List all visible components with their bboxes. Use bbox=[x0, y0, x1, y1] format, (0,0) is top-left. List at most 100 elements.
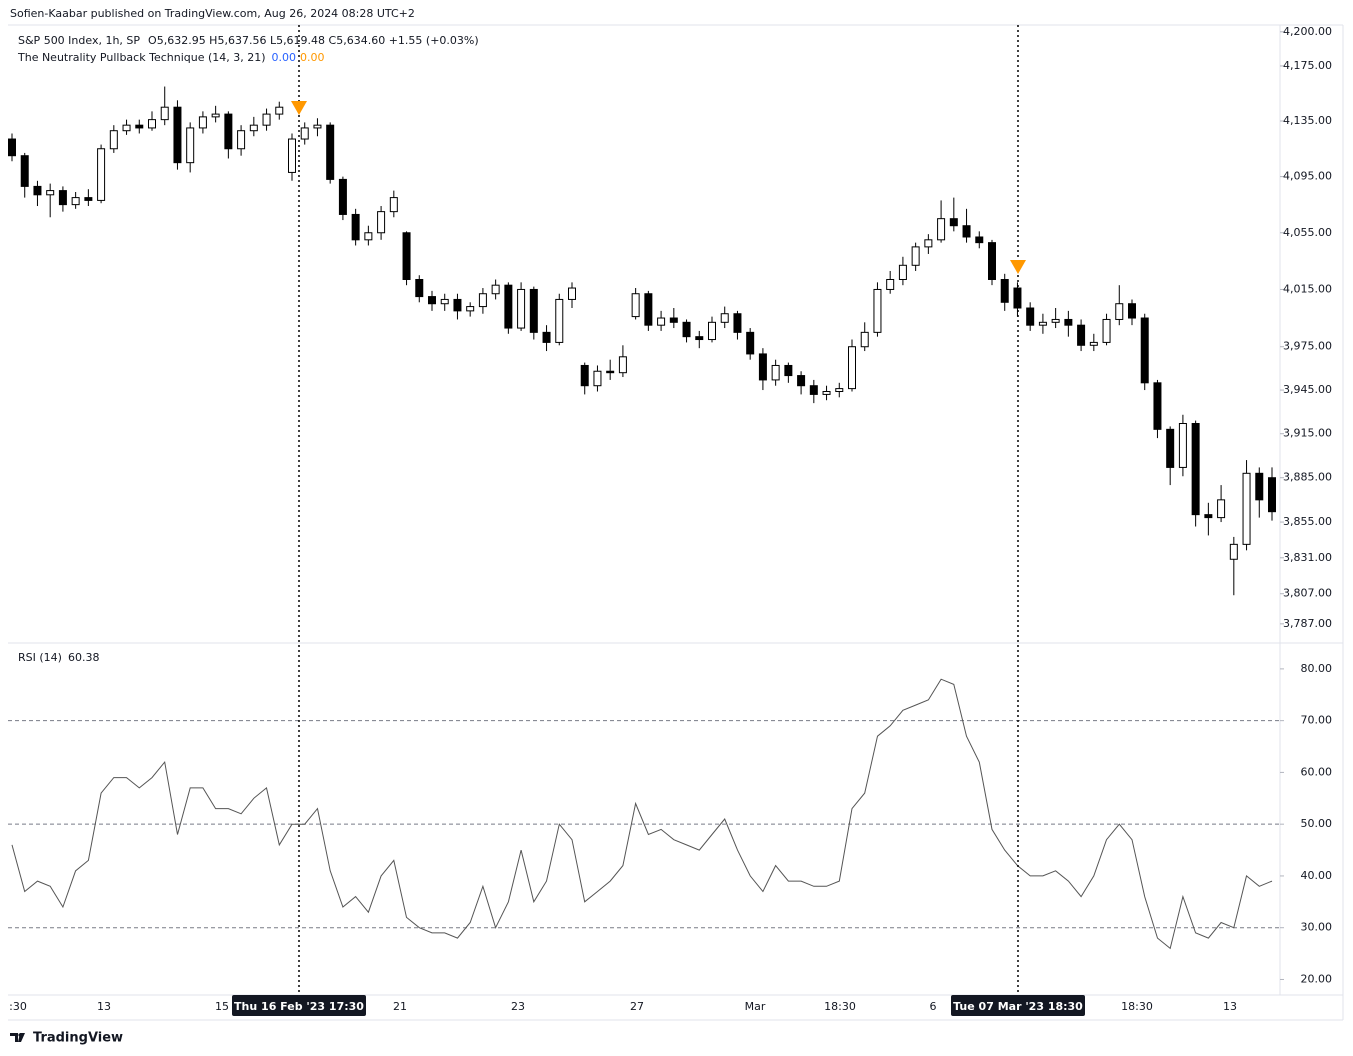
indicator-name: The Neutrality Pullback Technique (14, 3… bbox=[17, 51, 266, 64]
candle-body bbox=[466, 306, 475, 312]
candle-body bbox=[669, 317, 678, 323]
x-tick-label: :30 bbox=[9, 1000, 27, 1013]
candle-body bbox=[1089, 341, 1098, 346]
legend-symbol: S&P 500 Index, 1h, SP O5,632.95 H5,637.56… bbox=[18, 34, 479, 47]
candle-body bbox=[618, 356, 627, 374]
candle-body bbox=[962, 225, 971, 238]
candle-body bbox=[695, 336, 704, 341]
candle-body bbox=[1038, 321, 1047, 326]
candle-body bbox=[262, 113, 271, 126]
candle-body bbox=[326, 124, 335, 180]
candle-body bbox=[20, 155, 29, 187]
candle-body bbox=[873, 288, 882, 333]
candle-body bbox=[389, 197, 398, 213]
candle-body bbox=[1102, 318, 1111, 343]
candle-body bbox=[8, 138, 16, 157]
candle-body bbox=[224, 113, 233, 150]
y-tick-label: 3,855.00 bbox=[1283, 515, 1332, 528]
candle-body bbox=[46, 190, 55, 196]
candle-body bbox=[338, 178, 347, 215]
candle-body bbox=[186, 127, 195, 164]
candle-body bbox=[402, 232, 411, 280]
candle-body bbox=[109, 130, 118, 150]
candle-body bbox=[733, 313, 742, 333]
candle-body bbox=[33, 185, 42, 196]
candle-body bbox=[580, 364, 589, 387]
rsi-line bbox=[11, 678, 1273, 950]
y-tick-label: 50.00 bbox=[1301, 817, 1333, 830]
candle-body bbox=[911, 246, 920, 266]
candle-body bbox=[809, 385, 818, 395]
candle-body bbox=[1026, 307, 1035, 326]
candle-body bbox=[529, 288, 538, 333]
x-tick-label: 27 bbox=[630, 1000, 644, 1013]
x-tick-label: 23 bbox=[511, 1000, 525, 1013]
y-tick-label: 4,015.00 bbox=[1283, 282, 1332, 295]
candle-body bbox=[351, 213, 360, 241]
candle-body bbox=[1204, 514, 1213, 519]
y-tick-label: 3,885.00 bbox=[1283, 471, 1332, 484]
candle-body bbox=[58, 190, 67, 206]
candle-body bbox=[1229, 543, 1238, 560]
candle-body bbox=[1128, 303, 1136, 319]
logo-dot bbox=[18, 1033, 22, 1037]
candle-body bbox=[97, 148, 106, 201]
y-tick-label: 3,831.00 bbox=[1283, 551, 1332, 564]
candle-body bbox=[275, 106, 284, 115]
x-tick-label: Mar bbox=[745, 1000, 766, 1013]
candle-body bbox=[415, 278, 424, 298]
candle-body bbox=[237, 130, 246, 150]
y-tick-label: 20.00 bbox=[1301, 972, 1333, 985]
crosshair-label-box bbox=[232, 995, 366, 1016]
candle-body bbox=[644, 293, 653, 326]
candle-body bbox=[1153, 382, 1162, 430]
y-tick-label: 4,055.00 bbox=[1283, 226, 1332, 239]
candle-body bbox=[135, 124, 144, 129]
x-tick-label: 21 bbox=[393, 1000, 407, 1013]
indicator-value: 0.00 bbox=[272, 51, 297, 64]
symbol: S&P 500 Index, 1h, SP bbox=[18, 34, 140, 47]
y-tick-label: 4,135.00 bbox=[1283, 114, 1332, 127]
candle-body bbox=[249, 124, 258, 132]
candle-body bbox=[937, 218, 946, 241]
y-tick-label: 4,095.00 bbox=[1283, 170, 1332, 183]
candle-body bbox=[1013, 287, 1022, 309]
candle-body bbox=[822, 391, 831, 395]
candle-body bbox=[606, 370, 615, 374]
crosshair-label: Tue 07 Mar '23 18:30 bbox=[953, 1000, 1083, 1013]
rsi-value: 60.38 bbox=[68, 651, 100, 664]
candle-body bbox=[364, 232, 373, 241]
candle-body bbox=[160, 106, 169, 121]
indicator-value: 0.00 bbox=[300, 51, 325, 64]
candle-body bbox=[682, 321, 691, 338]
x-tick-label: 13 bbox=[97, 1000, 111, 1013]
candle-body bbox=[860, 331, 869, 348]
y-tick-label: 4,175.00 bbox=[1283, 59, 1332, 72]
brand: TradingView bbox=[33, 1031, 123, 1046]
ohlc: O5,632.95 H5,637.56 L5,619.48 C5,634.60 … bbox=[148, 34, 479, 47]
sell-signal bbox=[291, 101, 307, 115]
x-tick-label: 18:30 bbox=[1121, 1000, 1153, 1013]
candle-body bbox=[440, 298, 449, 305]
candle-body bbox=[746, 331, 755, 355]
rsi-legend: RSI (14) 60.38 bbox=[18, 651, 99, 664]
x-tick-label: 13 bbox=[1223, 1000, 1237, 1013]
y-tick-label: 4,200.00 bbox=[1283, 25, 1332, 38]
candle-body bbox=[453, 298, 462, 312]
candle-body bbox=[1178, 423, 1187, 468]
crosshair-label: Thu 16 Feb '23 17:30 bbox=[234, 1000, 364, 1013]
candle-body bbox=[122, 124, 131, 132]
y-tick-label: 40.00 bbox=[1301, 869, 1333, 882]
candle-body bbox=[71, 197, 80, 206]
candle-body bbox=[478, 293, 487, 308]
candle-body bbox=[848, 346, 856, 390]
candle-body bbox=[593, 370, 602, 387]
candle-body bbox=[758, 353, 767, 381]
candle-body bbox=[1166, 428, 1175, 468]
y-tick-label: 80.00 bbox=[1301, 662, 1333, 675]
candle-body bbox=[1255, 472, 1264, 501]
candle-body bbox=[1115, 303, 1124, 320]
y-tick-label: 3,975.00 bbox=[1283, 340, 1332, 353]
